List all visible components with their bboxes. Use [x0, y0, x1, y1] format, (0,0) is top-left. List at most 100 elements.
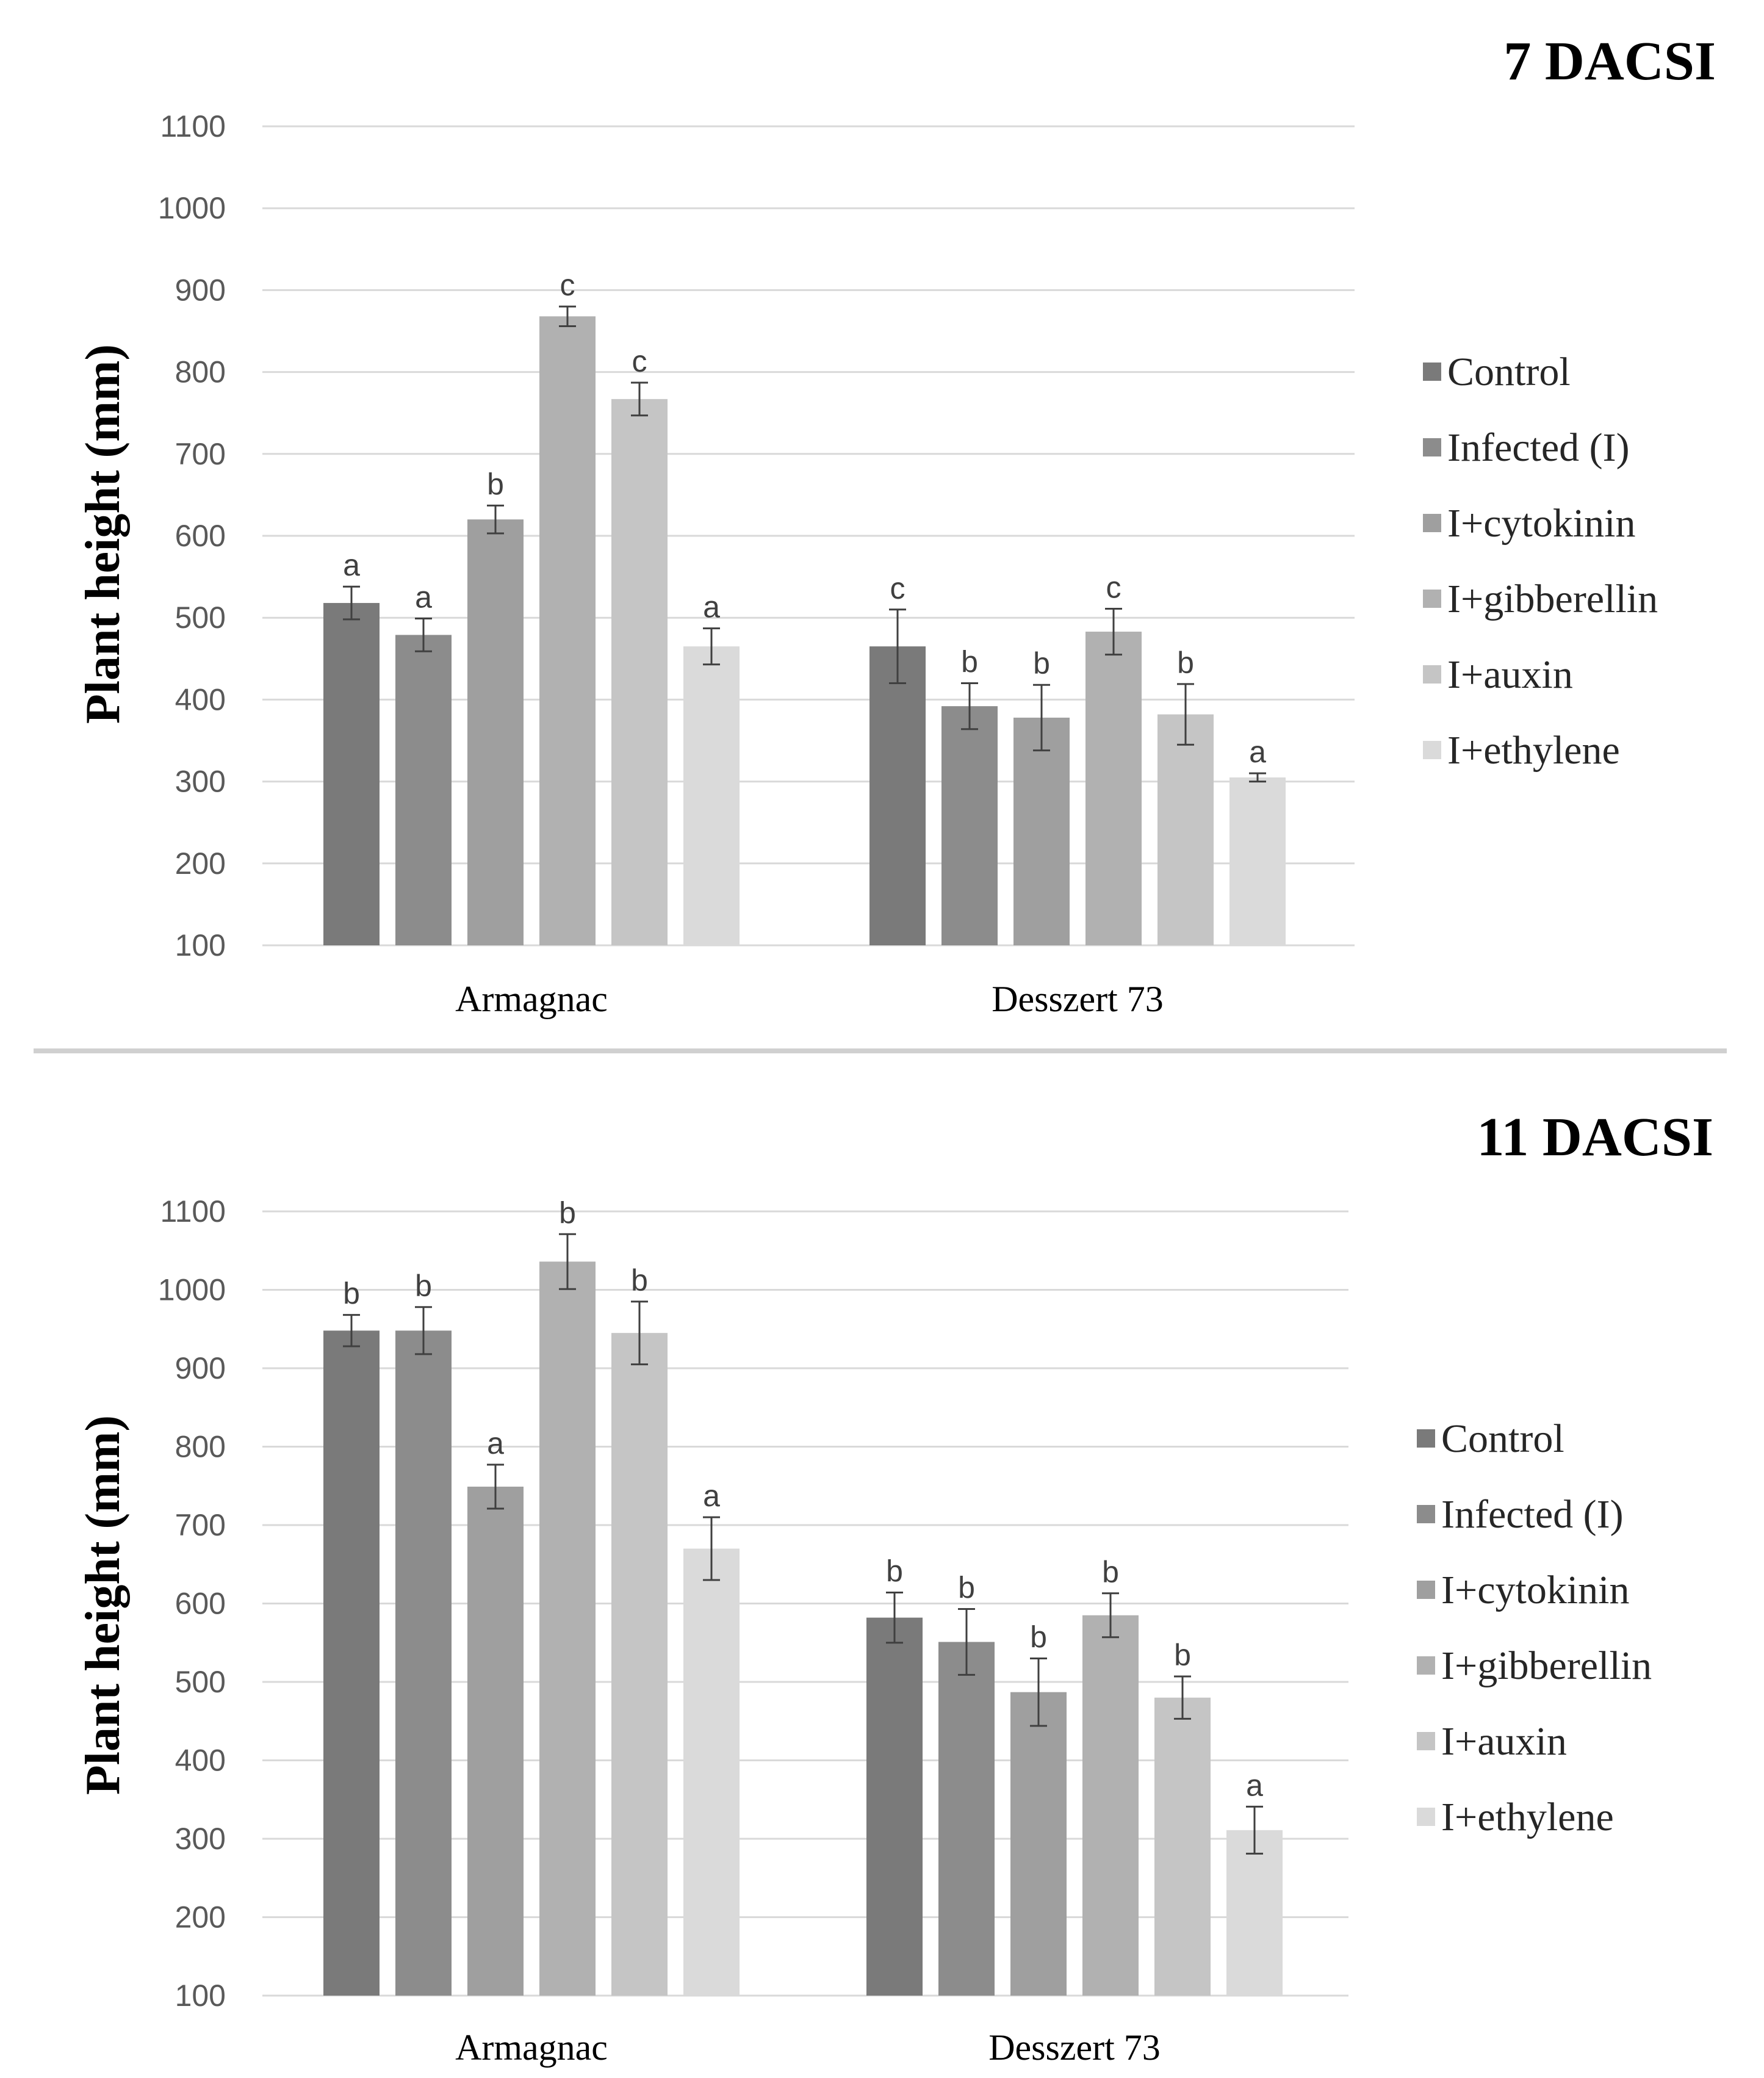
significance-letter: c — [890, 571, 905, 605]
bar — [941, 706, 998, 945]
y-tick-label: 100 — [175, 1979, 226, 2013]
bar — [866, 1617, 923, 1996]
category-label: Armagnac — [455, 2027, 608, 2068]
legend-swatch — [1417, 1429, 1435, 1448]
significance-letter: b — [487, 467, 504, 501]
y-tick-label: 400 — [175, 682, 226, 716]
bar — [869, 646, 926, 945]
y-tick-label: 200 — [175, 846, 226, 881]
y-tick-label: 200 — [175, 1900, 226, 1935]
legend-label: I+cytokinin — [1441, 1568, 1630, 1612]
category-label: Desszert 73 — [988, 2027, 1161, 2068]
y-tick-label: 1000 — [158, 1273, 226, 1307]
significance-letter: c — [632, 344, 647, 378]
bar — [1082, 1615, 1139, 1996]
y-tick-label: 500 — [175, 601, 226, 635]
bar — [1010, 1692, 1067, 1996]
bar — [539, 1261, 596, 1996]
significance-letter: b — [1030, 1620, 1047, 1654]
legend-label: I+auxin — [1441, 1719, 1567, 1764]
significance-letter: c — [1106, 570, 1121, 604]
bar — [1085, 632, 1142, 945]
significance-letter: b — [1102, 1555, 1119, 1589]
legend-label: Infected (I) — [1447, 425, 1630, 470]
bar — [323, 1330, 380, 1996]
y-tick-label: 100 — [175, 928, 226, 962]
bar — [1226, 1830, 1283, 1996]
y-tick-label: 300 — [175, 765, 226, 799]
bar — [323, 603, 380, 945]
bar — [1157, 714, 1214, 945]
bar — [938, 1642, 995, 1996]
y-tick-label: 1000 — [158, 191, 226, 225]
bar — [1229, 777, 1286, 945]
legend-label: I+gibberellin — [1447, 577, 1658, 621]
significance-letter: b — [559, 1196, 576, 1230]
y-tick-label: 400 — [175, 1744, 226, 1778]
significance-letter: b — [958, 1570, 975, 1604]
y-tick-label: 700 — [175, 437, 226, 471]
legend-label: I+gibberellin — [1441, 1643, 1652, 1688]
significance-letter: b — [631, 1263, 648, 1297]
significance-letter: a — [343, 548, 360, 582]
legend-swatch — [1417, 1656, 1435, 1675]
chart-7-dacsi: 7 DACSI Plant height (mm) 100 200 300 400 50… — [76, 31, 1716, 1019]
significance-letter: b — [343, 1277, 360, 1311]
bar — [1013, 717, 1070, 945]
y-tick-label: 900 — [175, 1351, 226, 1385]
y-tick-label: 800 — [175, 1430, 226, 1464]
legend-label: I+auxin — [1447, 652, 1573, 697]
significance-letter: a — [487, 1426, 504, 1460]
legend-label: Infected (I) — [1441, 1492, 1624, 1537]
y-tick-label: 1100 — [160, 1194, 226, 1228]
chart-title: 11 DACSI — [1477, 1107, 1713, 1167]
y-tick-label: 600 — [175, 519, 226, 553]
significance-letter: b — [1033, 646, 1050, 680]
bar — [683, 646, 740, 945]
significance-letter: b — [961, 645, 978, 679]
legend-label: I+ethylene — [1441, 1795, 1614, 1839]
legend-label: Control — [1447, 350, 1571, 394]
significance-letter: b — [1174, 1638, 1191, 1672]
legend-swatch — [1423, 665, 1441, 684]
bar — [395, 1330, 452, 1996]
significance-letter: b — [1177, 646, 1194, 680]
bar — [539, 316, 596, 945]
y-tick-label: 300 — [175, 1822, 226, 1856]
legend-swatch — [1417, 1581, 1435, 1599]
legend-swatch — [1423, 514, 1441, 532]
bar — [1154, 1697, 1211, 1996]
y-tick-label: 700 — [175, 1508, 226, 1542]
chart-title: 7 DACSI — [1503, 31, 1716, 92]
category-label: Armagnac — [455, 979, 608, 1019]
bar — [467, 519, 524, 945]
significance-letter: b — [886, 1554, 903, 1589]
significance-letter: a — [1249, 735, 1266, 769]
significance-letter: a — [1246, 1768, 1263, 1802]
legend-label: Control — [1441, 1416, 1564, 1461]
significance-letter: a — [703, 590, 720, 624]
legend-swatch — [1417, 1808, 1435, 1826]
legend-swatch — [1423, 590, 1441, 608]
legend-swatch — [1417, 1505, 1435, 1523]
legend-label: I+ethylene — [1447, 728, 1620, 773]
y-tick-label: 1100 — [160, 109, 226, 143]
y-tick-label: 900 — [175, 273, 226, 307]
significance-letter: c — [560, 268, 575, 302]
chart-11-dacsi: 11 DACSI Plant height (mm) 100 200 300 400 5… — [76, 1107, 1713, 2068]
y-tick-label: 600 — [175, 1587, 226, 1621]
y-axis-label: Plant height (mm) — [76, 344, 130, 724]
significance-letter: a — [703, 1479, 720, 1513]
legend-label: I+cytokinin — [1447, 501, 1636, 546]
significance-letter: b — [415, 1269, 432, 1303]
legend-swatch — [1423, 363, 1441, 381]
y-tick-label: 800 — [175, 355, 226, 389]
legend-swatch — [1423, 741, 1441, 759]
legend-swatch — [1417, 1732, 1435, 1750]
bar — [683, 1548, 740, 1996]
y-axis-label: Plant height (mm) — [76, 1415, 130, 1795]
legend-swatch — [1423, 438, 1441, 456]
category-label: Desszert 73 — [992, 979, 1164, 1019]
significance-letter: a — [415, 580, 432, 615]
